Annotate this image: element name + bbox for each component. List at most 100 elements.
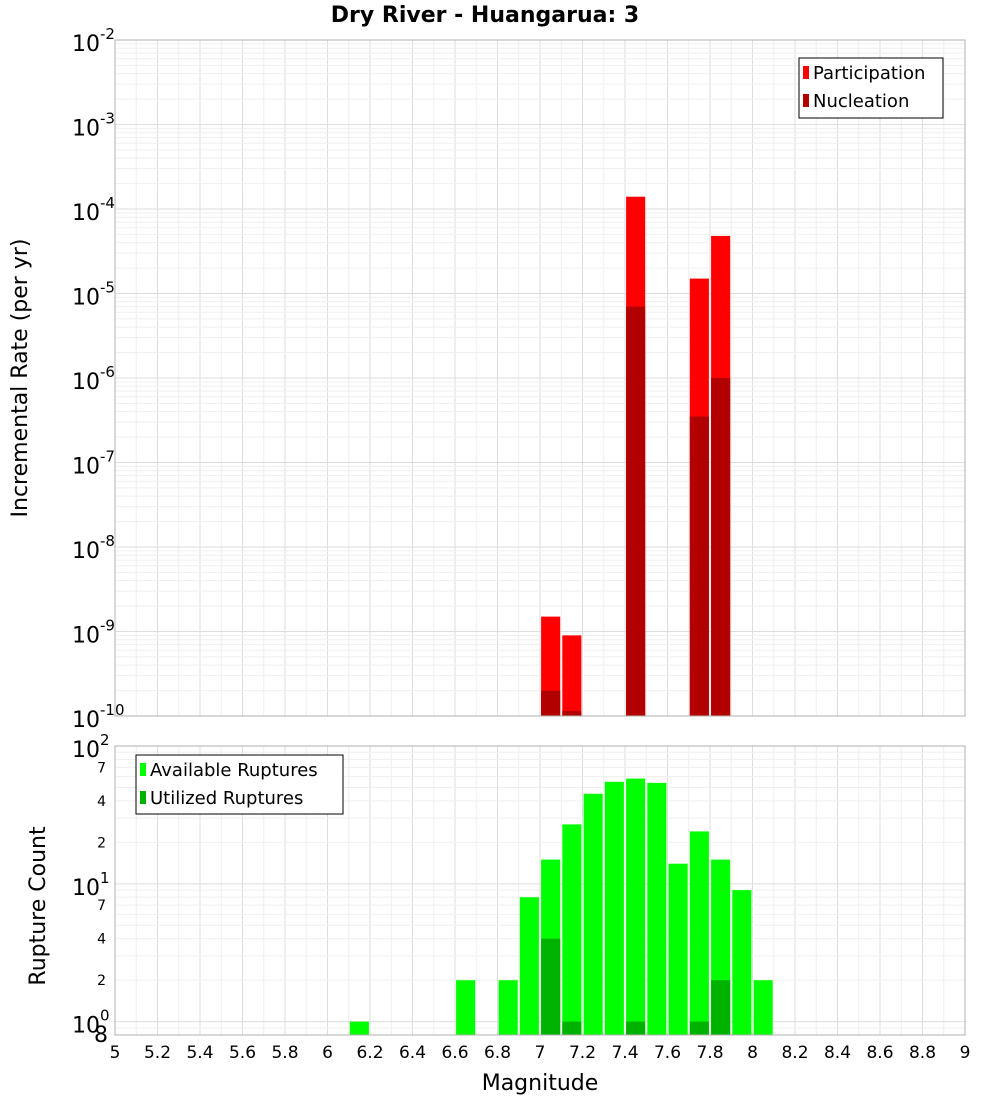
- available-ruptures-bar: [498, 980, 518, 1035]
- nucleation-bar: [711, 378, 731, 716]
- utilized-ruptures-bar: [626, 1021, 646, 1035]
- tick-base: 10: [72, 708, 100, 733]
- x-tick-label: 7: [535, 1043, 546, 1063]
- nucleation-bar: [689, 416, 709, 716]
- bottom-y-minor-tick-label: 7: [97, 898, 106, 914]
- top-plot-bars: [541, 196, 731, 716]
- top-y-tick-label: 10-4: [72, 194, 115, 226]
- legend-label-nucleation: Nucleation: [813, 91, 909, 112]
- top-y-tick-label: 10-6: [72, 363, 115, 395]
- tick-exponent: -4: [100, 194, 115, 212]
- x-tick-label: 6: [322, 1043, 333, 1063]
- available-ruptures-bar: [349, 1021, 369, 1035]
- utilized-ruptures-bar: [541, 938, 561, 1035]
- tick-exponent: 2: [100, 731, 110, 749]
- legend-swatch-nucleation: [803, 94, 809, 107]
- tick-base: 10: [72, 117, 100, 142]
- bottom-legend-box: [135, 754, 344, 815]
- tick-base: 10: [72, 201, 100, 226]
- tick-base: 10: [72, 876, 100, 901]
- x-tick-label: 7.2: [569, 1043, 596, 1063]
- top-y-tick-label: 10-2: [72, 25, 115, 57]
- top-plot-frame: [114, 39, 966, 717]
- x-tick-label: 8: [747, 1043, 758, 1063]
- x-tick-label: 6.8: [484, 1043, 511, 1063]
- tick-exponent: -8: [100, 532, 115, 550]
- nucleation-bar: [541, 690, 561, 716]
- bottom-y-minor-tick-label: 4: [97, 794, 106, 810]
- available-ruptures-bar: [456, 980, 476, 1035]
- nucleation-bar: [562, 710, 582, 716]
- bottom-y-axis-label: Rupture Count: [26, 826, 51, 986]
- available-ruptures-bar: [689, 831, 709, 1035]
- tick-base: 10: [72, 539, 100, 564]
- tick-exponent: -7: [100, 448, 115, 466]
- bottom-y-tick-label-min: 8: [94, 1023, 108, 1048]
- bottom-y-minor-tick-label: 7: [97, 760, 106, 776]
- x-tick-label: 7.8: [696, 1043, 723, 1063]
- top-legend: Participation Nucleation: [798, 57, 944, 119]
- utilized-ruptures-bar: [689, 1021, 709, 1035]
- available-ruptures-bar: [562, 824, 582, 1035]
- bottom-y-minor-tick-label: 4: [97, 932, 106, 948]
- bottom-y-tick-label: 101: [72, 869, 110, 901]
- top-y-tick-label: 10-8: [72, 532, 115, 564]
- x-tick-label: 8.2: [781, 1043, 808, 1063]
- available-ruptures-bar: [626, 778, 646, 1035]
- top-legend-box: [798, 57, 944, 119]
- x-tick-label: 5.2: [144, 1043, 171, 1063]
- legend-swatch-available-ruptures: [140, 763, 146, 776]
- bottom-y-tick-label: 102: [72, 731, 110, 763]
- x-tick-label: 8.4: [824, 1043, 851, 1063]
- tick-exponent: -2: [100, 25, 115, 43]
- available-ruptures-bar: [583, 793, 603, 1035]
- tick-exponent: -5: [100, 279, 115, 297]
- x-tick-label: 9: [960, 1043, 971, 1063]
- legend-label-available-ruptures: Available Ruptures: [150, 760, 318, 781]
- x-tick-label: 7.6: [654, 1043, 681, 1063]
- top-y-tick-label: 10-9: [72, 617, 115, 649]
- tick-exponent: -10: [100, 701, 125, 719]
- x-tick-label: 6.6: [441, 1043, 468, 1063]
- tick-base: 10: [72, 1014, 100, 1039]
- top-y-tick-label: 10-3: [72, 110, 115, 142]
- x-tick-labels: 5 5.2 5.4 5.6 5.8 6 6.2 6.4 6.6 6.8 7 7.2 7.4 7.6 7.8 8…: [110, 1043, 971, 1063]
- nucleation-bar: [626, 306, 646, 716]
- available-ruptures-bar: [668, 863, 688, 1035]
- tick-base: 10: [72, 624, 100, 649]
- legend-swatch-utilized-ruptures: [140, 791, 146, 804]
- legend-swatch-participation: [803, 66, 809, 79]
- legend-label-utilized-ruptures: Utilized Ruptures: [150, 788, 303, 809]
- bottom-plot-grid: [114, 746, 966, 1036]
- bottom-plot-bars: [349, 778, 773, 1035]
- bottom-y-minor-tick-label: 2: [97, 835, 106, 851]
- x-tick-label: 5: [110, 1043, 121, 1063]
- bottom-y-minor-tick-label: 2: [97, 973, 106, 989]
- chart-title: Dry River - Huangarua: 3: [331, 3, 639, 28]
- x-tick-label: 5.6: [229, 1043, 256, 1063]
- tick-exponent: 1: [100, 869, 110, 887]
- x-tick-label: 6.2: [356, 1043, 383, 1063]
- tick-base: 10: [72, 455, 100, 480]
- legend-label-participation: Participation: [813, 63, 925, 84]
- top-plot-grid: [114, 40, 966, 717]
- tick-base: 10: [72, 32, 100, 57]
- x-tick-label: 5.8: [271, 1043, 298, 1063]
- x-tick-label: 8.8: [909, 1043, 936, 1063]
- x-tick-label: 5.4: [186, 1043, 213, 1063]
- top-y-tick-label: 10-7: [72, 448, 115, 480]
- bottom-y-tick-label: 100: [72, 1007, 110, 1039]
- tick-exponent: -9: [100, 617, 115, 635]
- tick-exponent: -6: [100, 363, 115, 381]
- x-tick-label: 8.6: [866, 1043, 893, 1063]
- tick-base: 10: [72, 370, 100, 395]
- utilized-ruptures-bar: [562, 1021, 582, 1035]
- available-ruptures-bar: [519, 897, 539, 1035]
- bottom-plot-frame: [114, 745, 966, 1036]
- tick-exponent: 0: [100, 1007, 110, 1025]
- available-ruptures-bar: [604, 781, 624, 1035]
- x-axis-label: Magnitude: [482, 1071, 599, 1096]
